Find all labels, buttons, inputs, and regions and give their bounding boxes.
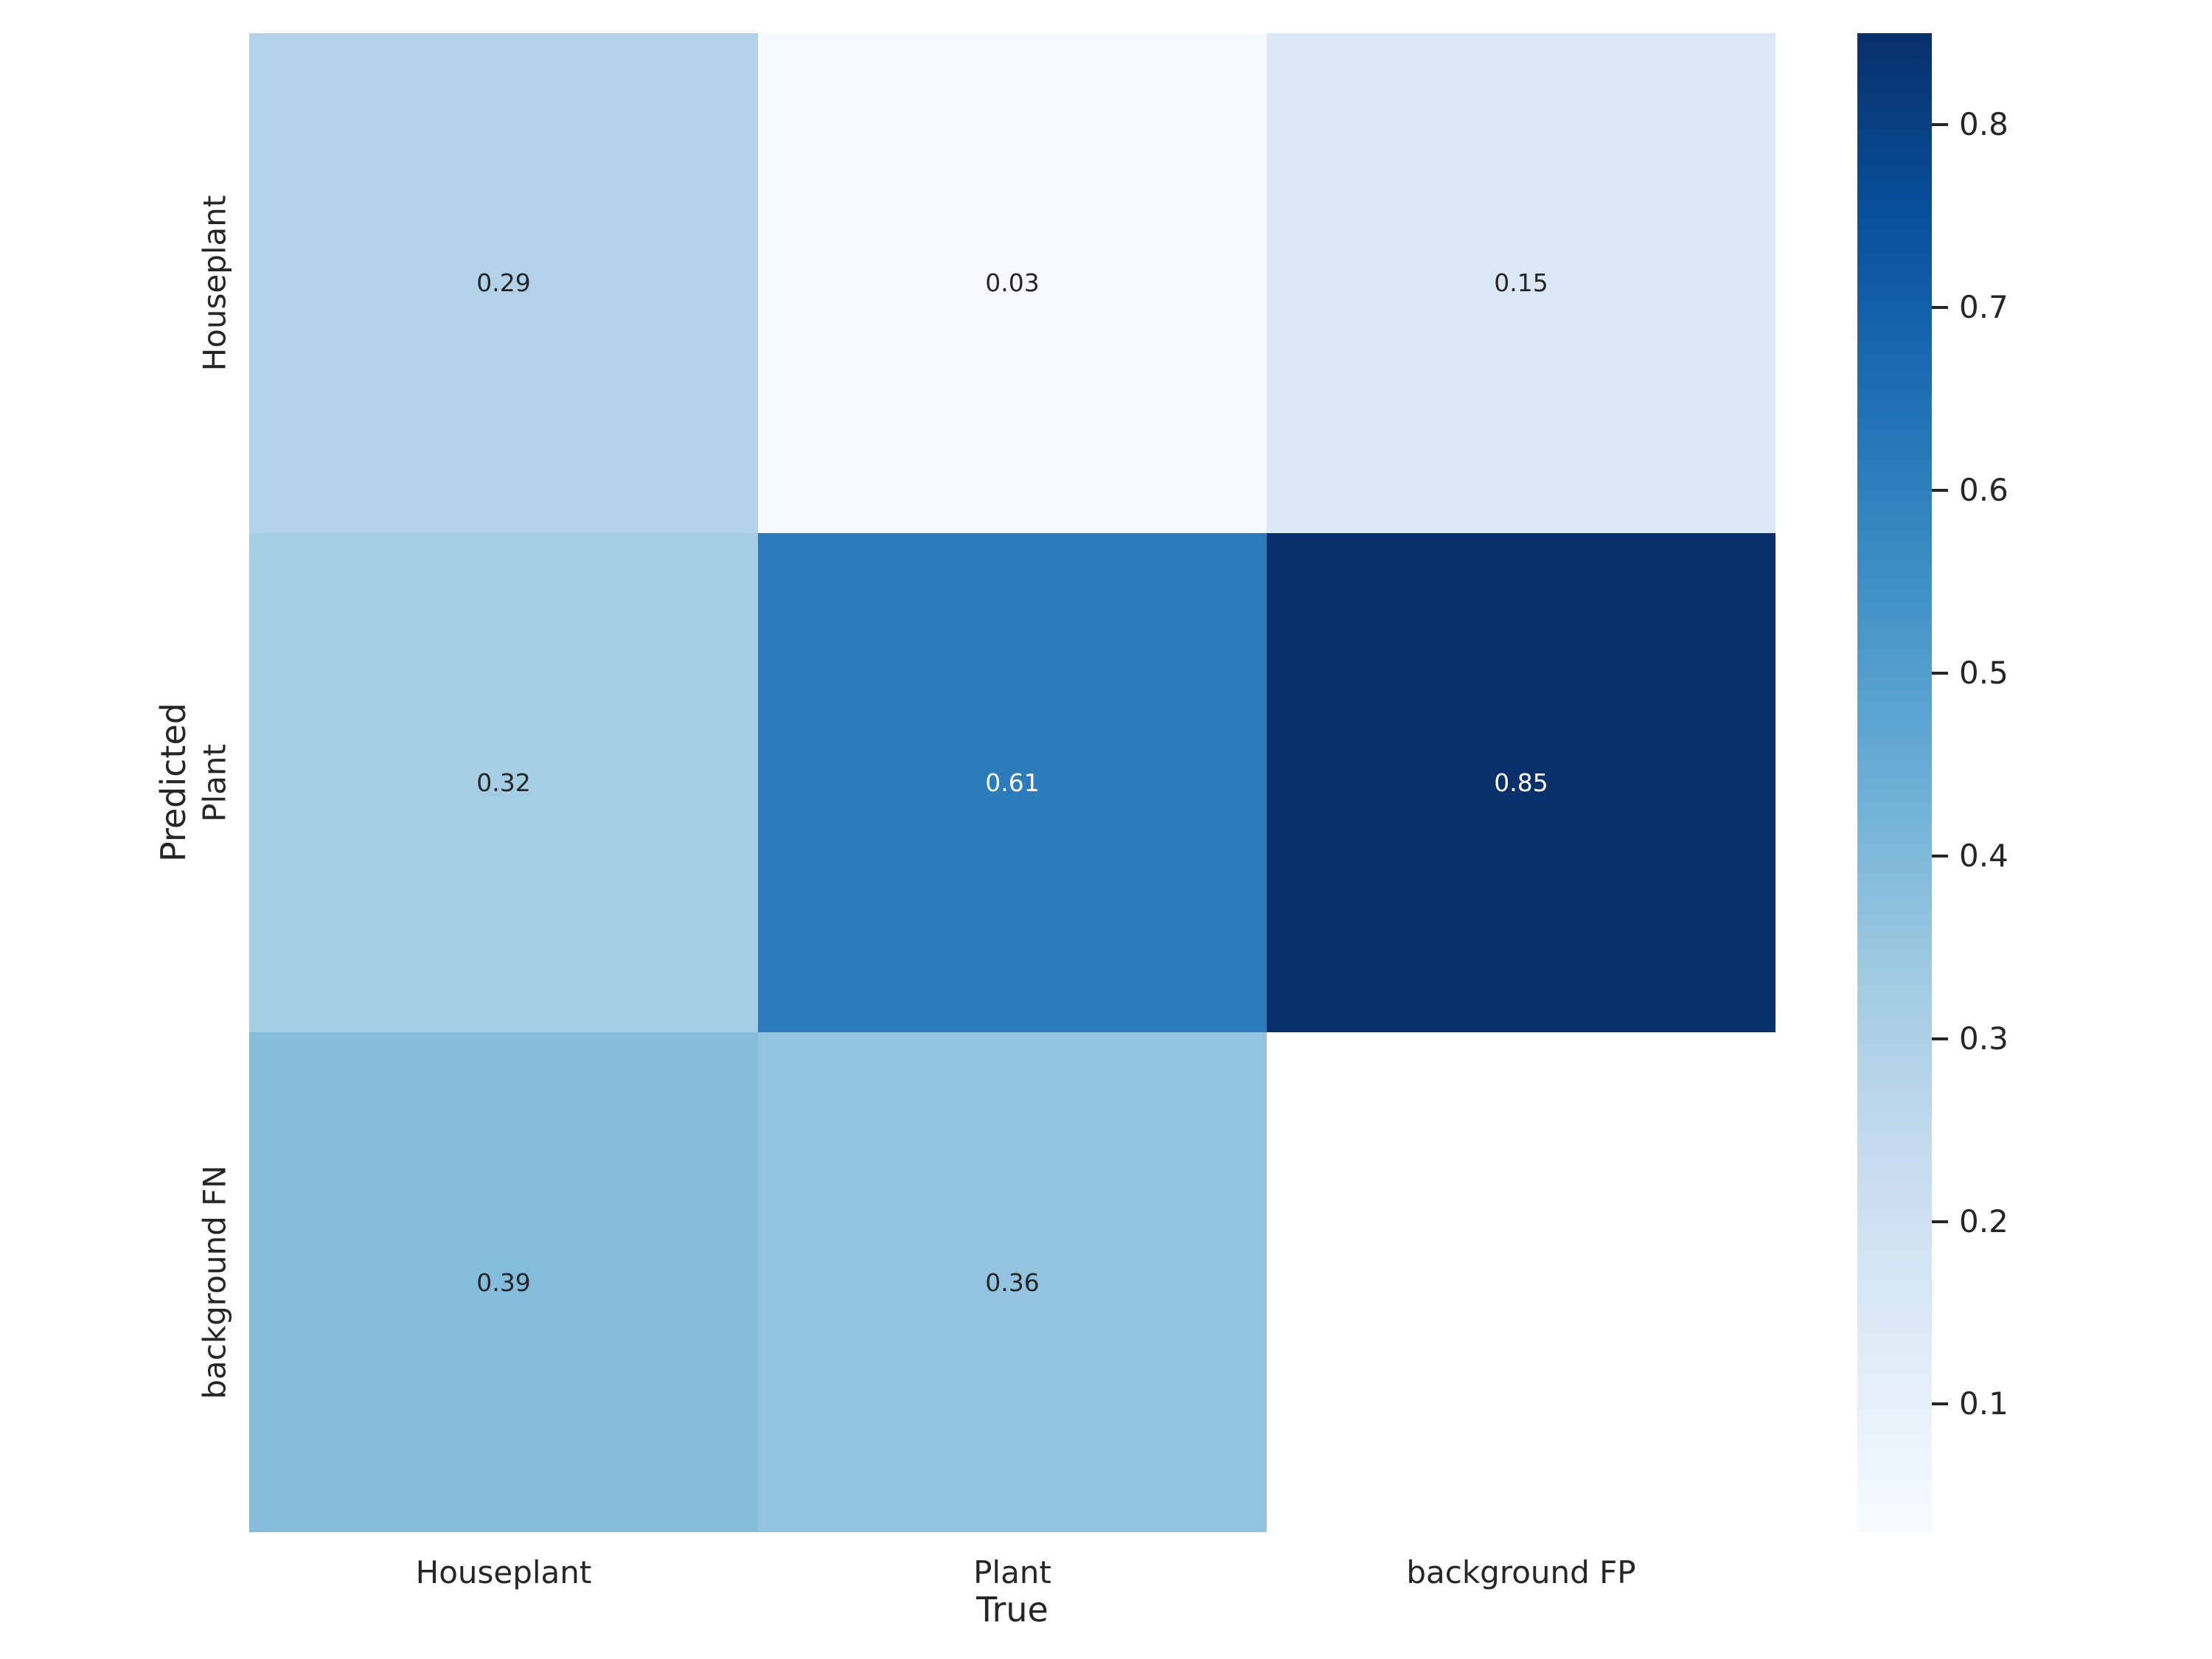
cell-value: 0.85 <box>1494 768 1548 797</box>
cell-value: 0.03 <box>985 268 1040 298</box>
colorbar-tick-mark <box>1932 854 1948 858</box>
x-axis-tick-labels: Houseplant Plant background FP <box>249 1548 1775 1596</box>
colorbar-tick-mark <box>1932 305 1948 309</box>
colorbar-tick-mark <box>1932 1220 1948 1223</box>
y-axis-title: Predicted <box>153 703 193 862</box>
heatmap-cell-r0c0: 0.29 <box>249 33 758 533</box>
heatmap-cell-r0c1: 0.03 <box>758 33 1267 533</box>
cell-value: 0.29 <box>476 268 531 298</box>
colorbar-tick-label: 0.6 <box>1959 471 2008 508</box>
heatmap-cell-r1c2: 0.85 <box>1267 532 1775 1033</box>
y-tick-zone: Plant <box>193 533 236 1033</box>
colorbar-ticks: 0.8 0.7 0.6 0.5 0.4 0.3 0.2 0.1 <box>1932 33 2094 1532</box>
colorbar-tick-label: 0.2 <box>1959 1203 2008 1239</box>
cell-value: 0.61 <box>985 768 1040 797</box>
heatmap-cell-r2c1: 0.36 <box>758 1032 1267 1532</box>
colorbar-gradient <box>1857 33 1932 1532</box>
heatmap-cell-r2c2 <box>1267 1032 1775 1532</box>
y-tick-zone: background FN <box>193 1032 236 1532</box>
cell-value: 0.36 <box>985 1267 1040 1297</box>
colorbar-tick-label: 0.5 <box>1959 654 2008 691</box>
colorbar-tick-label: 0.4 <box>1959 837 2008 874</box>
cell-value: 0.32 <box>476 768 531 797</box>
x-axis-title: True <box>976 1590 1048 1630</box>
x-tick-label-1: Plant <box>973 1554 1051 1590</box>
colorbar-tick-label: 0.1 <box>1959 1385 2008 1422</box>
colorbar-tick-label: 0.7 <box>1959 288 2008 325</box>
colorbar-tick-mark <box>1932 488 1948 492</box>
colorbar-tick-mark <box>1932 1402 1948 1406</box>
colorbar-tick-mark <box>1932 671 1948 675</box>
heatmap-cell-r1c0: 0.32 <box>249 532 758 1033</box>
heatmap-cell-r1c1: 0.61 <box>758 532 1267 1033</box>
y-tick-zone: Houseplant <box>193 33 236 533</box>
heatmap-cell-r0c2: 0.15 <box>1267 33 1775 533</box>
cell-value: 0.15 <box>1494 268 1548 298</box>
cell-value: 0.39 <box>476 1267 531 1297</box>
x-tick-label-0: Houseplant <box>415 1554 592 1590</box>
colorbar-tick-mark <box>1932 122 1948 126</box>
y-tick-label-2: background FN <box>196 1165 233 1399</box>
y-tick-label-1: Plant <box>196 743 233 822</box>
y-tick-label-0: Houseplant <box>196 195 233 372</box>
colorbar-tick-mark <box>1932 1037 1948 1040</box>
colorbar-tick-label: 0.8 <box>1959 105 2008 142</box>
confusion-matrix-heatmap: 0.29 0.03 0.15 0.32 0.61 0.85 0.39 0.36 <box>249 33 1775 1532</box>
y-axis-tick-labels: Houseplant Plant background FN <box>193 33 236 1532</box>
colorbar-tick-label: 0.3 <box>1959 1020 2008 1057</box>
heatmap-cell-r2c0: 0.39 <box>249 1032 758 1532</box>
x-tick-label-2: background FP <box>1406 1554 1636 1590</box>
